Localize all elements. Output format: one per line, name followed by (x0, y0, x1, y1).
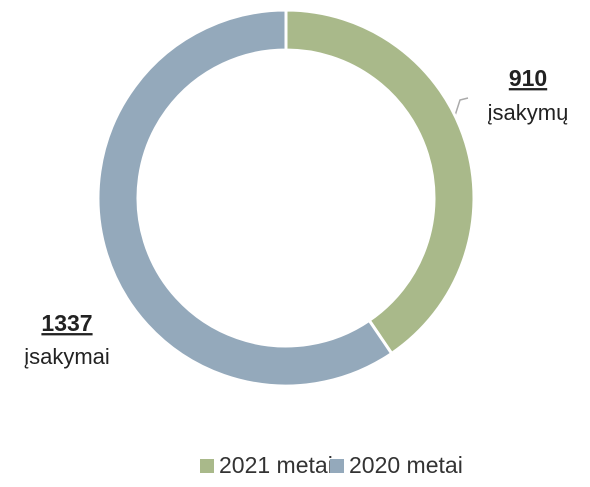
legend-swatch (200, 459, 214, 473)
donut-slice (284, 8, 476, 356)
donut-slice (96, 8, 394, 388)
data-label: 1337 (41, 310, 92, 336)
data-label-unit: įsakymai (24, 344, 110, 369)
data-label: 910 (509, 65, 547, 91)
legend-label: 2020 metai (349, 452, 463, 478)
data-label-unit: įsakymų (488, 100, 569, 125)
legend-swatch (330, 459, 344, 473)
legend-label: 2021 metai (219, 452, 333, 478)
